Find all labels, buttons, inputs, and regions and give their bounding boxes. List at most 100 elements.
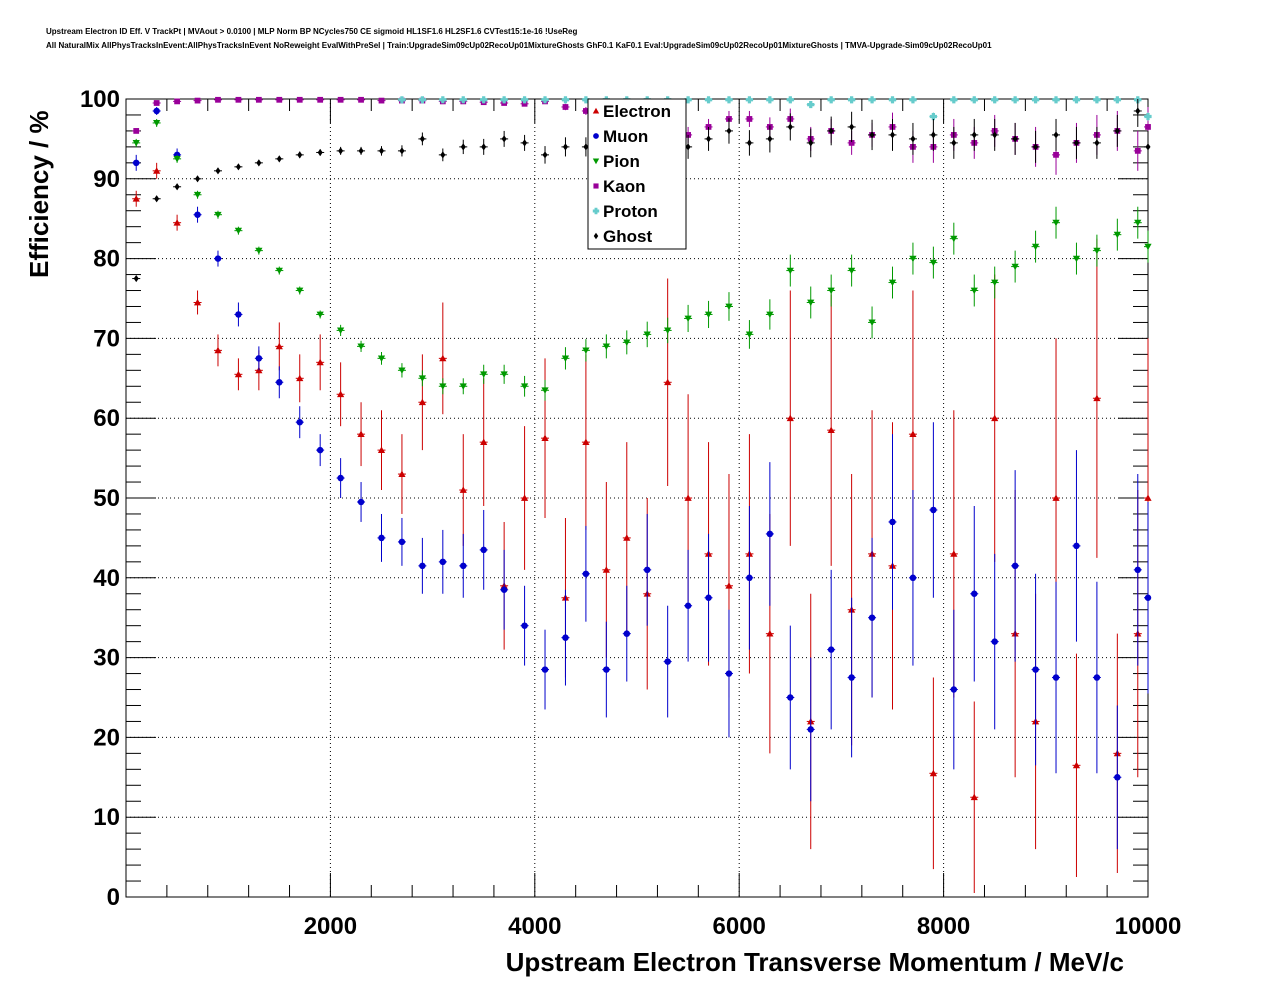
data-point (1093, 96, 1101, 104)
data-point (520, 96, 529, 104)
data-point (828, 127, 834, 135)
x-tick-label: 10000 (1115, 913, 1182, 940)
data-point (1052, 96, 1060, 104)
data-point (276, 96, 283, 103)
data-point (418, 375, 426, 382)
data-point (807, 726, 814, 733)
data-point (582, 570, 590, 578)
data-point (827, 287, 835, 295)
data-point (214, 255, 222, 262)
data-point (296, 287, 304, 295)
data-point (194, 211, 201, 218)
data-point (766, 311, 774, 319)
data-point (970, 96, 978, 104)
data-point (480, 96, 488, 104)
data-point (1012, 135, 1018, 143)
legend-label: Kaon (603, 177, 646, 196)
data-point (929, 112, 937, 121)
data-point (991, 414, 999, 422)
legend-marker (592, 107, 600, 114)
data-point (440, 151, 446, 159)
data-point (398, 470, 406, 477)
data-point (481, 143, 487, 151)
data-point (583, 143, 589, 151)
data-point (255, 96, 262, 103)
data-point (746, 116, 753, 122)
data-point (807, 100, 815, 109)
data-point (275, 342, 283, 350)
data-point (132, 195, 140, 202)
data-point (1072, 96, 1081, 104)
data-point (296, 374, 304, 382)
data-point (929, 769, 937, 777)
data-point (991, 279, 999, 287)
data-point (1093, 674, 1101, 681)
data-point (1072, 761, 1081, 769)
data-point (460, 143, 466, 151)
data-point (337, 474, 344, 482)
data-point (276, 155, 282, 163)
data-point (889, 518, 896, 526)
data-point (419, 135, 425, 143)
data-point (235, 96, 242, 103)
data-point (1053, 151, 1059, 158)
data-point (991, 638, 998, 645)
data-point (378, 97, 385, 104)
data-point (338, 147, 344, 155)
data-point (827, 646, 835, 653)
data-point (541, 387, 549, 394)
data-point (1093, 247, 1101, 255)
data-point (522, 139, 528, 147)
data-point (132, 159, 140, 167)
data-point (541, 666, 549, 673)
data-point (439, 558, 447, 566)
data-point (603, 666, 610, 673)
data-point (1144, 112, 1152, 121)
data-point (950, 550, 958, 557)
data-point (992, 131, 998, 139)
data-point (643, 566, 651, 574)
data-point (215, 167, 221, 175)
data-point (1113, 96, 1121, 104)
data-point (276, 379, 283, 386)
data-point (623, 630, 631, 637)
data-point (214, 211, 222, 219)
data-point (929, 259, 937, 267)
data-point (174, 183, 180, 191)
data-point (562, 143, 568, 151)
data-point (133, 128, 140, 134)
data-point (1031, 96, 1040, 104)
data-point (746, 139, 752, 147)
data-point (501, 135, 507, 143)
data-point (316, 446, 324, 454)
data-point (787, 123, 793, 131)
data-point (643, 331, 651, 339)
data-point (296, 96, 303, 103)
data-point (704, 96, 713, 104)
data-point (480, 546, 487, 554)
data-point (951, 139, 957, 147)
data-point (275, 267, 283, 275)
data-point (542, 151, 548, 159)
legend-label: Electron (603, 102, 671, 121)
data-point (726, 127, 732, 135)
data-point (193, 191, 202, 199)
data-point (1093, 394, 1101, 402)
data-point (214, 346, 222, 354)
data-point (684, 494, 692, 501)
data-point (500, 96, 508, 104)
data-point (357, 430, 365, 438)
data-point (786, 96, 794, 104)
data-point (950, 235, 958, 243)
data-point (1145, 124, 1151, 130)
data-series (132, 96, 1152, 894)
legend-label: Proton (603, 202, 658, 221)
data-point (459, 96, 467, 104)
y-tick-label: 40 (93, 565, 120, 592)
x-tick-label: 4000 (508, 913, 561, 940)
data-point (439, 96, 447, 104)
data-point (1011, 263, 1019, 271)
data-point (909, 255, 917, 263)
data-point (500, 586, 508, 594)
